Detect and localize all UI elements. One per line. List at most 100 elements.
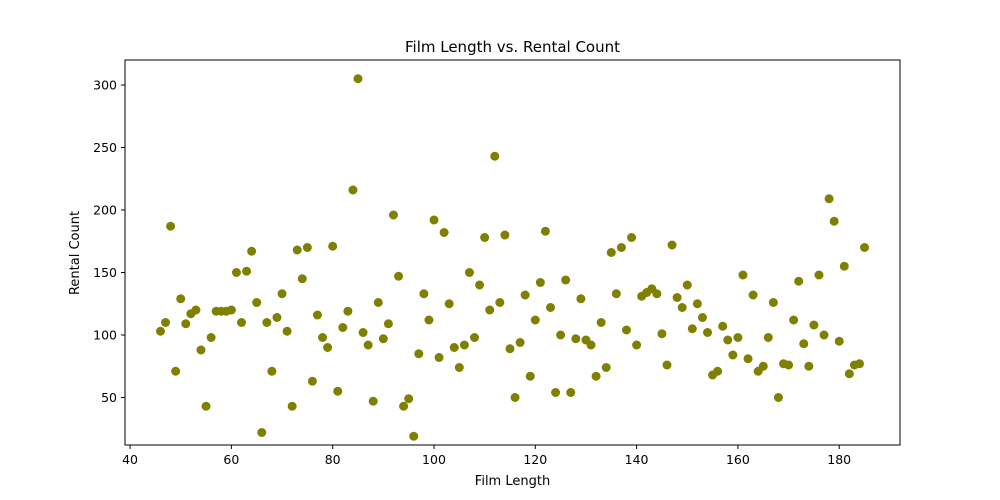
data-point — [399, 401, 409, 411]
data-point — [419, 289, 429, 299]
data-point — [839, 261, 849, 271]
data-point — [495, 298, 505, 307]
y-axis-label: Rental Count — [68, 211, 83, 295]
data-point — [247, 246, 257, 256]
data-point — [161, 318, 171, 327]
data-point — [697, 313, 707, 322]
data-point — [262, 318, 272, 327]
data-point — [348, 185, 358, 195]
x-tick-label: 40 — [122, 452, 138, 467]
chart-title: Film Length vs. Rental Count — [405, 38, 620, 56]
data-point — [444, 299, 454, 309]
data-point — [181, 319, 191, 329]
data-point — [844, 369, 854, 379]
x-tick-label: 140 — [625, 452, 649, 467]
x-tick-label: 120 — [523, 452, 547, 467]
data-point — [475, 280, 485, 290]
data-point — [692, 299, 702, 309]
data-point — [231, 268, 241, 277]
data-point — [358, 328, 368, 337]
data-point — [297, 274, 307, 284]
data-point — [373, 298, 383, 307]
data-point — [768, 298, 778, 307]
data-point — [155, 326, 165, 336]
data-point — [809, 320, 819, 330]
data-point — [353, 74, 363, 84]
data-point — [292, 245, 302, 255]
data-point — [166, 221, 176, 231]
y-tick-label: 150 — [93, 265, 117, 280]
data-point — [267, 366, 277, 376]
y-tick-label: 250 — [93, 140, 117, 155]
data-point — [667, 240, 677, 250]
x-tick-label: 180 — [827, 452, 851, 467]
data-point — [201, 401, 211, 411]
data-point — [657, 329, 667, 339]
data-point — [763, 333, 773, 342]
data-point — [242, 266, 252, 276]
data-point — [252, 298, 262, 307]
data-point — [627, 233, 637, 242]
data-point — [703, 328, 713, 337]
data-point — [510, 393, 520, 402]
data-point — [333, 386, 343, 396]
data-point — [616, 243, 626, 252]
x-tick-label: 60 — [223, 452, 239, 467]
data-point — [556, 330, 566, 340]
data-point — [414, 349, 424, 359]
data-point — [571, 334, 581, 344]
data-point — [814, 270, 824, 280]
data-point — [687, 324, 697, 334]
data-point — [632, 340, 642, 350]
x-axis-ticks: 40 60 80 100 120 140 160 180 — [122, 445, 851, 467]
data-points — [155, 74, 870, 441]
data-point — [424, 315, 434, 325]
y-tick-label: 200 — [93, 203, 117, 218]
data-point — [171, 366, 181, 376]
data-point — [302, 243, 312, 252]
x-tick-label: 100 — [422, 452, 446, 467]
data-point — [601, 363, 611, 372]
data-point — [287, 401, 297, 411]
data-point — [672, 293, 682, 302]
data-point — [652, 289, 662, 299]
y-axis-ticks: 50 100 150 200 250 300 — [93, 78, 125, 405]
data-point — [206, 333, 216, 342]
data-point — [383, 319, 393, 329]
data-point — [196, 345, 206, 355]
data-point — [490, 151, 500, 161]
y-tick-label: 300 — [93, 78, 117, 93]
plot-area-frame — [124, 59, 901, 446]
data-point — [677, 303, 687, 312]
data-point — [323, 343, 333, 352]
data-point — [591, 371, 601, 381]
data-point — [789, 315, 799, 325]
data-point — [535, 278, 545, 287]
data-point — [824, 194, 834, 204]
data-point — [318, 333, 328, 342]
data-point — [525, 371, 535, 381]
data-point — [733, 333, 743, 342]
data-point — [561, 275, 571, 285]
data-point — [586, 340, 596, 350]
data-point — [829, 216, 839, 226]
data-point — [728, 350, 738, 360]
data-point — [540, 226, 550, 236]
data-point — [368, 396, 378, 406]
data-point — [312, 310, 322, 320]
data-point — [226, 305, 236, 315]
data-point — [854, 359, 864, 369]
data-point — [748, 290, 758, 300]
data-point — [500, 230, 510, 240]
data-point — [191, 305, 201, 315]
data-point — [404, 394, 414, 404]
data-point — [363, 340, 373, 350]
data-point — [621, 325, 631, 335]
data-point — [834, 336, 844, 346]
data-point — [545, 303, 555, 312]
data-point — [682, 280, 692, 290]
data-point — [237, 318, 246, 327]
data-point — [282, 326, 292, 336]
data-point — [439, 228, 449, 237]
